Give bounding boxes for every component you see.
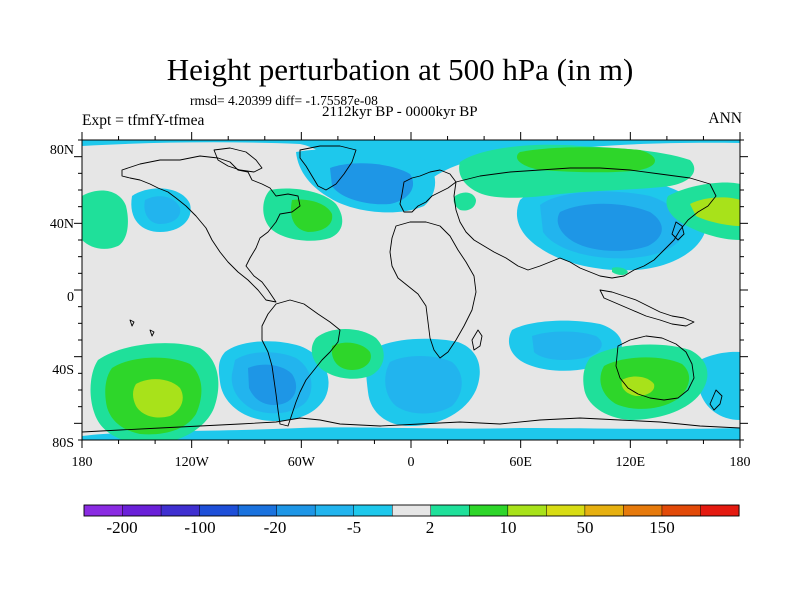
y-axis-ticks: [74, 139, 748, 441]
north-america-coastline: [121, 155, 301, 303]
south-atlantic-blue-core: [385, 356, 462, 414]
eurasia-coastline: [453, 167, 717, 279]
madagascar-coastline: [471, 329, 483, 351]
pacific-islands-coastline: [129, 319, 155, 337]
colorbar-label: 50: [577, 518, 594, 537]
north-atlantic-blue-core: [330, 163, 414, 205]
colorbar-label: 150: [649, 518, 675, 537]
south-atlantic-green-core: [331, 342, 371, 370]
x-tick-label: 0: [408, 455, 415, 470]
south-pacific-green-core: [133, 379, 183, 418]
positive-anomaly-fields: [82, 144, 740, 440]
southeast-asia-islands-coastline: [599, 289, 695, 327]
colorbar-swatch: [276, 504, 316, 517]
colorbar-label: -5: [347, 518, 361, 537]
colorbar-label: -20: [264, 518, 287, 537]
x-tick-label: 180: [72, 455, 93, 470]
colorbar-swatch: [122, 504, 162, 517]
colorbar-swatch: [546, 504, 586, 517]
indian-ocean-blue-core: [532, 331, 602, 360]
colorbar-swatch: [314, 504, 355, 517]
experiment-label: Expt = tfmfY-tfmea: [82, 112, 205, 129]
colorbar-swatch: [661, 504, 702, 517]
colorbar-swatch: [391, 504, 432, 517]
antarctic-blue-cell-east: [697, 351, 740, 420]
colorbar-swatch: [83, 504, 124, 517]
europe-coastline: [399, 169, 457, 213]
japan-coastline: [671, 221, 685, 241]
colorbar-swatch: [469, 504, 509, 517]
antarctica-coastline: [82, 417, 740, 433]
anomaly-map: [82, 140, 740, 440]
y-tick-label: 40N: [50, 217, 74, 232]
season-label: ANN: [708, 110, 742, 127]
southern-ocean-blue-band: [82, 427, 740, 440]
new-zealand-coastline: [709, 389, 723, 411]
colorbar-swatch: [353, 504, 393, 517]
greenland-coastline: [299, 145, 357, 191]
pacific-blue-cell-core: [144, 196, 181, 224]
arabia-green-cell: [453, 192, 476, 211]
arctic-islands-coastline: [213, 147, 263, 173]
australia-green-core: [621, 376, 655, 396]
colorbar-label: -200: [106, 518, 137, 537]
africa-coastline: [389, 221, 477, 359]
y-tick-label: 80S: [52, 436, 74, 451]
y-axis-labels: 80N 40N 0 40S 80S: [50, 143, 74, 451]
south-america-coastline: [261, 299, 341, 427]
north-pacific-green-high: [82, 190, 128, 249]
arctic-green-core: [516, 147, 655, 173]
y-tick-label: 40S: [52, 363, 74, 378]
colorbar: [83, 504, 740, 517]
y-tick-label: 0: [67, 290, 74, 305]
colorbar-swatch: [623, 504, 663, 517]
x-tick-label: 120E: [616, 455, 646, 470]
negative-anomaly-fields: [82, 140, 740, 440]
colorbar-swatch: [430, 504, 470, 517]
south-america-blue-core: [248, 364, 297, 406]
australia-coastline: [615, 335, 695, 401]
x-axis-labels: 180 120W 60W 0 60E 120E 180: [72, 455, 751, 470]
colorbar-label: 10: [500, 518, 517, 537]
colorbar-swatch: [237, 504, 278, 517]
x-axis-ticks: [81, 132, 741, 448]
north-america-green-core: [290, 199, 333, 232]
colorbar-swatch: [199, 504, 239, 517]
x-tick-label: 180: [730, 455, 751, 470]
colorbar-label: 2: [426, 518, 435, 537]
colorbar-labels: -200 -100 -20 -5 2 10 50 150: [106, 518, 674, 537]
north-pacific-green-core-east: [690, 197, 740, 226]
colorbar-swatch: [584, 504, 624, 517]
plot-title: Height perturbation at 500 hPa (in m): [166, 52, 634, 87]
east-asia-blue-core: [557, 203, 662, 251]
colorbar-frame: [83, 504, 740, 517]
india-green-cell: [612, 267, 628, 275]
y-tick-label: 80N: [50, 143, 74, 158]
colorbar-swatch: [700, 504, 740, 517]
period-label: 2112kyr BP - 0000kyr BP: [322, 104, 478, 120]
x-tick-label: 60W: [288, 455, 316, 470]
stats-label: rmsd= 4.20399 diff= -1.75587e-08: [190, 93, 378, 108]
colorbar-swatch: [507, 504, 547, 517]
colorbar-swatch: [160, 504, 201, 517]
coastlines: [82, 145, 740, 433]
x-tick-label: 60E: [509, 455, 532, 470]
x-tick-label: 120W: [175, 455, 210, 470]
colorbar-label: -100: [184, 518, 215, 537]
